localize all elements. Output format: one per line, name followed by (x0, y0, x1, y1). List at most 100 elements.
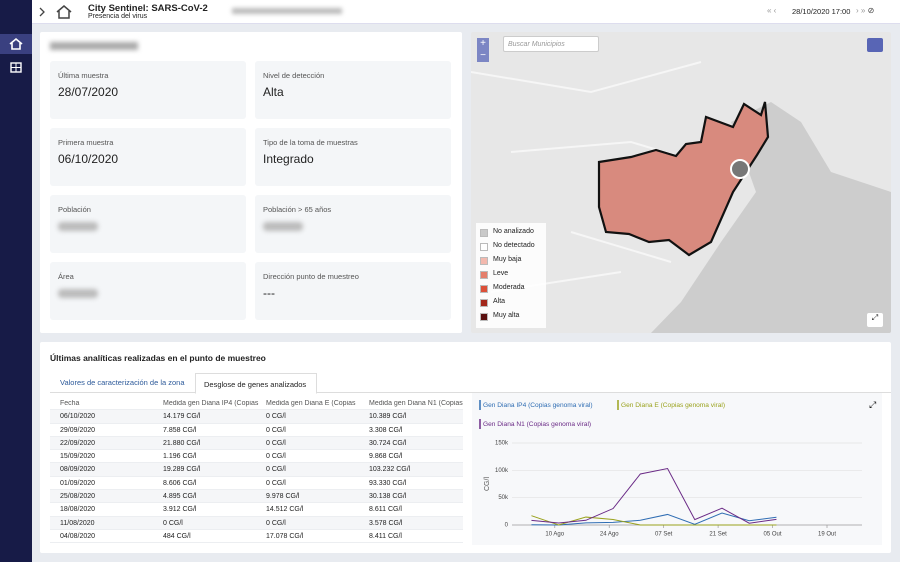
table-cell: 22/09/2020 (60, 439, 96, 447)
cell-label: Última muestra (58, 71, 109, 80)
legend-swatch (480, 299, 488, 307)
legend-swatch (480, 243, 488, 251)
info-cell: Área (50, 262, 246, 320)
cell-label: Población > 65 años (263, 205, 332, 214)
legend-swatch (480, 285, 488, 293)
nav-prev[interactable]: « ‹ (767, 6, 777, 15)
table-row: 22/09/2020 21.880 CG/l 0 CG/l 30.724 CG/l (50, 436, 463, 451)
info-cell: Población > 65 años (255, 195, 451, 253)
map-legend: No analizado No detectado Muy baja Leve Mode… (476, 223, 546, 328)
table-cell: 9.978 CG/l (266, 493, 300, 501)
table-row: 11/08/2020 0 CG/l 0 CG/l 3.578 CG/l (50, 516, 463, 530)
cell-value-hidden (58, 222, 98, 231)
cell-value: Integrado (263, 152, 314, 166)
table-cell: 25/08/2020 (60, 493, 96, 501)
fullscreen-button[interactable]: ⤢ (867, 313, 883, 327)
breadcrumb (232, 8, 342, 14)
layers-button[interactable] (867, 38, 883, 52)
table-cell: 93.330 CG/l (369, 479, 407, 487)
info-cell: Tipo de la toma de muestras Integrado (255, 128, 451, 186)
datetime: 28/10/2020 17:00 (792, 7, 851, 16)
table-cell: 0 CG/l (266, 453, 286, 461)
table-cell: 04/08/2020 (60, 532, 96, 540)
map-canvas (471, 61, 891, 333)
table-cell: 0 CG/l (266, 479, 286, 487)
tabs (50, 374, 891, 393)
table-row: 29/09/2020 7.858 CG/l 0 CG/l 3.308 CG/l (50, 424, 463, 437)
table-row: 04/08/2020 484 CG/l 17.078 CG/l 8.411 CG/l (50, 530, 463, 544)
cell-label: Área (58, 272, 74, 281)
table-header: Fecha Medida gen Diana IP4 (Copias Medida … (50, 397, 463, 411)
table-cell: 19.289 CG/l (163, 466, 201, 474)
dashboard-button[interactable] (0, 58, 32, 78)
legend-label: Muy baja (493, 256, 522, 263)
sample-point[interactable] (730, 159, 750, 179)
column-header: Medida gen Diana IP4 (Copias (163, 400, 259, 407)
table-cell: 103.232 CG/l (369, 466, 411, 474)
table-cell: 21.880 CG/l (163, 439, 201, 447)
chart-panel (472, 393, 882, 545)
table-cell: 14.512 CG/l (266, 506, 304, 514)
cell-label: Población (58, 205, 91, 214)
legend-swatch (480, 271, 488, 279)
table-cell: 1.196 CG/l (163, 453, 197, 461)
table-cell: 08/09/2020 (60, 466, 96, 474)
cell-value: Alta (263, 85, 284, 99)
topbar: City Sentinel: SARS-CoV-2 Presencia del … (32, 0, 900, 24)
table-row: 18/08/2020 3.912 CG/l 14.512 CG/l 8.611 CG/… (50, 503, 463, 517)
info-cell: Población (50, 195, 246, 253)
table: Fecha Medida gen Diana IP4 (Copias Medida … (50, 397, 463, 544)
legend-label: Moderada (493, 284, 525, 291)
cell-label: Tipo de la toma de muestras (263, 138, 358, 147)
tab-active[interactable]: Desglose de genes analizados (195, 373, 317, 394)
table-cell: 11/08/2020 (60, 519, 95, 527)
app-title: City Sentinel: SARS-CoV-2 (88, 3, 208, 14)
zoom-control[interactable]: + − (477, 38, 489, 62)
map[interactable]: + − Buscar Municipios ⤢ No analizado No de… (471, 32, 891, 333)
card-title (50, 42, 138, 50)
tab[interactable]: Valores de caracterización de la zona (60, 378, 185, 387)
cell-value-hidden (263, 222, 303, 231)
municipality[interactable] (597, 101, 770, 257)
info-cell: Última muestra 28/07/2020 (50, 61, 246, 119)
legend-label: Muy alta (493, 312, 520, 319)
table-cell: 10.389 CG/l (369, 413, 407, 421)
column-header: Fecha (60, 400, 80, 407)
search-input[interactable]: Buscar Municipios (503, 36, 599, 52)
table-cell: 14.179 CG/l (163, 413, 201, 421)
table-cell: 0 CG/l (266, 439, 286, 447)
table-cell: 30.724 CG/l (369, 439, 407, 447)
table-cell: 9.868 CG/l (369, 453, 403, 461)
table-cell: 3.578 CG/l (369, 519, 403, 527)
home-button[interactable] (0, 34, 32, 54)
table-cell: 06/10/2020 (60, 413, 96, 421)
table-cell: 3.308 CG/l (369, 426, 403, 434)
nav-next[interactable]: › » ⊘ (856, 6, 875, 15)
info-cell: Dirección punto de muestreo --- (255, 262, 451, 320)
table-cell: 8.411 CG/l (369, 532, 402, 540)
panel-title: Últimas analíticas realizadas en el punt… (50, 353, 266, 363)
table-row: 01/09/2020 8.606 CG/l 0 CG/l 93.330 CG/l (50, 477, 463, 491)
table-cell: 8.606 CG/l (163, 479, 197, 487)
table-cell: 30.138 CG/l (369, 493, 407, 501)
table-cell: 7.858 CG/l (163, 426, 197, 434)
legend-label: No detectado (493, 242, 535, 249)
cell-label: Nivel de detección (263, 71, 325, 80)
table-row: 25/08/2020 4.895 CG/l 9.978 CG/l 30.138 CG/… (50, 490, 463, 504)
legend-swatch (480, 257, 488, 265)
legend-label: No analizado (493, 228, 534, 235)
table-cell: 8.611 CG/l (369, 506, 402, 514)
table-row: 08/09/2020 19.289 CG/l 0 CG/l 103.232 CG/l (50, 463, 463, 477)
app-subtitle: Presencia del virus (88, 13, 148, 20)
table-cell: 4.895 CG/l (163, 493, 197, 501)
table-row: 15/09/2020 1.196 CG/l 0 CG/l 9.868 CG/l (50, 450, 463, 464)
legend-label: Alta (493, 298, 506, 305)
info-cell: Primera muestra 06/10/2020 (50, 128, 246, 186)
table-cell: 01/09/2020 (60, 479, 96, 487)
info-cell: Nivel de detección Alta (255, 61, 451, 119)
table-cell: 0 CG/l (266, 519, 286, 527)
table-cell: 0 CG/l (163, 519, 183, 527)
table-cell: 0 CG/l (266, 426, 286, 434)
cell-value: 28/07/2020 (58, 85, 119, 99)
